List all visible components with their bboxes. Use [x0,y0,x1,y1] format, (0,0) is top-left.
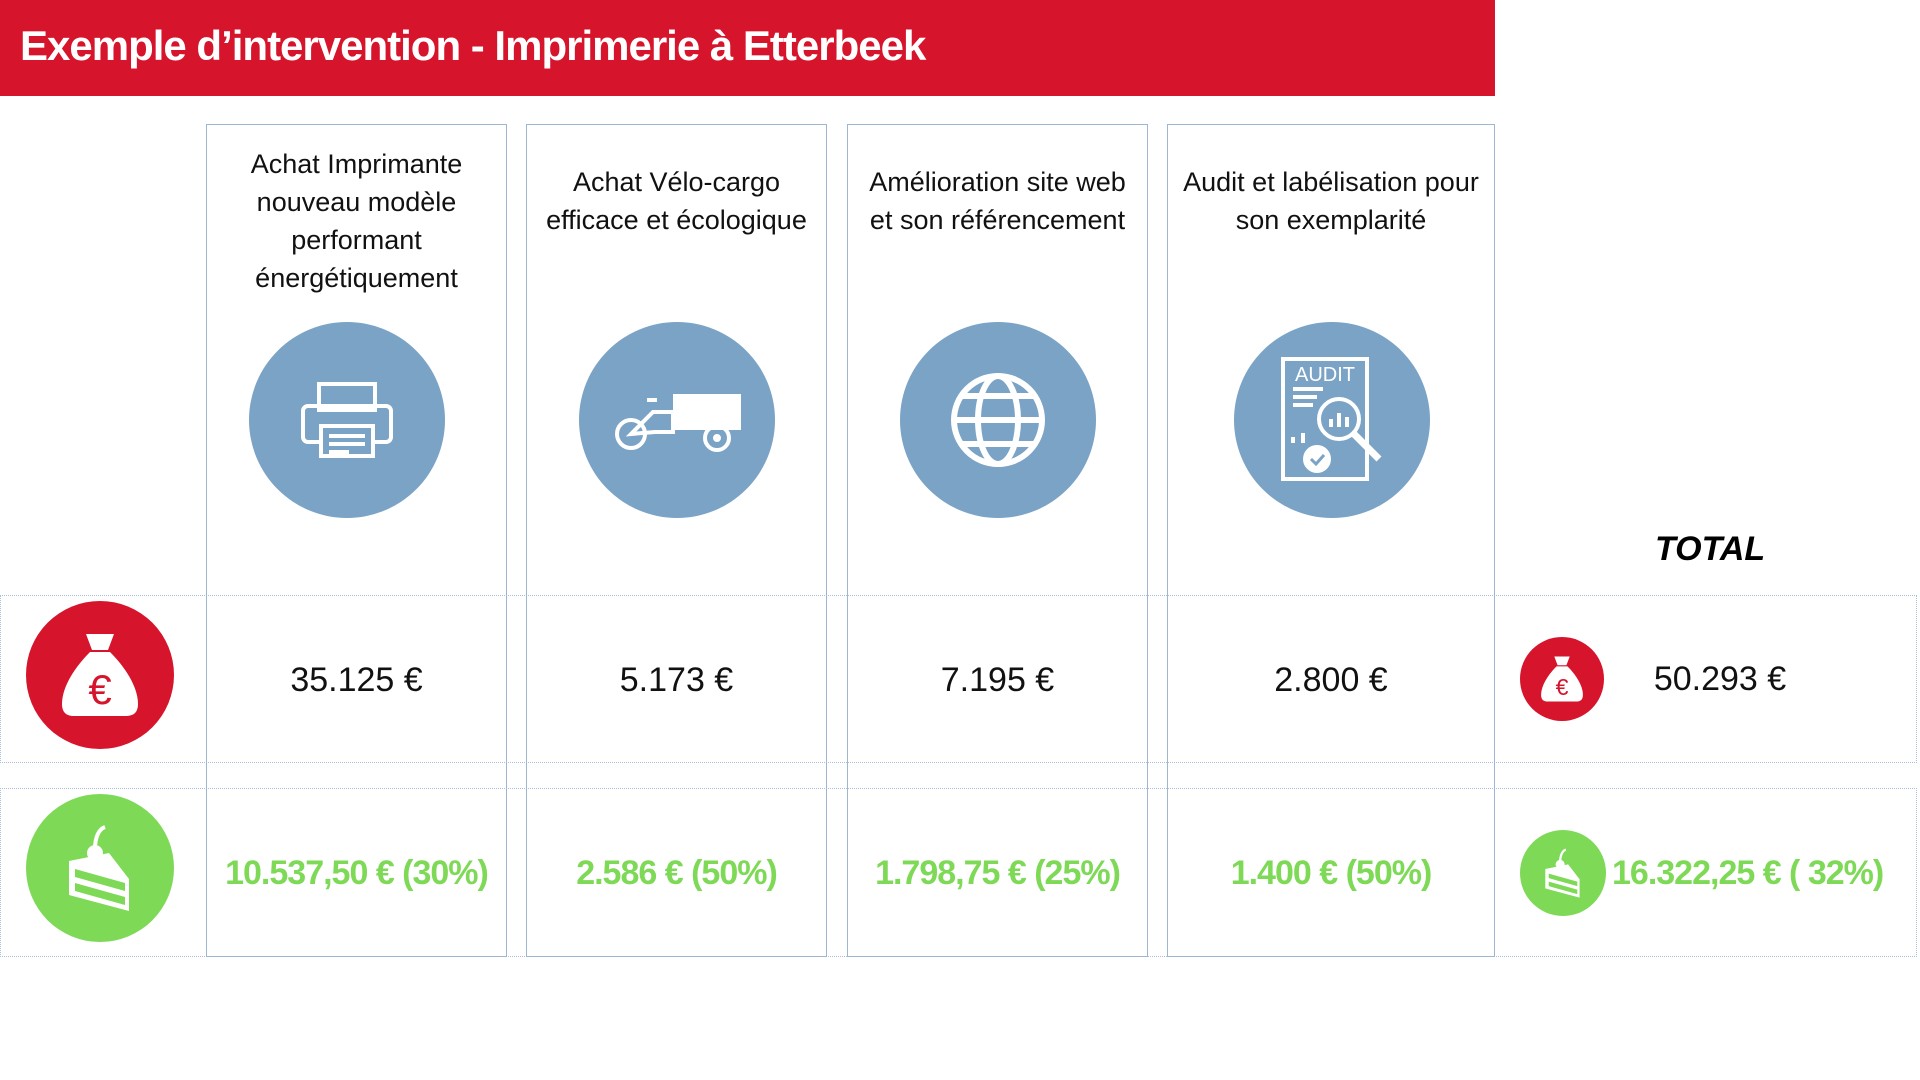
subsidy-value: 1.400 € (50%) [1230,854,1433,892]
cargo-bike-icon [579,322,775,518]
globe-icon [900,322,1096,518]
audit-label: AUDIT [1295,364,1355,386]
total-label: TOTAL [1655,530,1766,568]
cake-slice-icon [26,794,174,942]
column-cargo-bike: Achat Vélo-cargo efficace et écologique … [526,124,827,957]
column-title: Achat Imprimante nouveau modèle performa… [250,149,463,293]
svg-text:€: € [1556,674,1569,700]
cost-value: 7.195 € [940,660,1055,699]
column-printer: Achat Imprimante nouveau modèle performa… [206,124,507,957]
subsidy-value: 10.537,50 € (30%) [225,854,489,892]
column-title: Amélioration site web et son référenceme… [869,167,1126,235]
subsidy-value: 2.586 € (50%) [576,854,778,892]
cost-value: 2.800 € [1274,660,1388,699]
column-title: Audit et labélisation pour son exemplari… [1183,167,1479,235]
subsidy-value: 1.798,75 € (25%) [875,854,1121,892]
column-title: Achat Vélo-cargo efficace et écologique [546,167,807,235]
money-bag-icon: € [26,601,174,749]
cost-value: 35.125 € [290,660,423,699]
total-subsidy-value: 16.322,25 € ( 32%) [1612,853,1884,892]
svg-text:€: € [88,666,111,713]
audit-icon: AUDIT [1234,322,1430,518]
printer-icon [249,322,445,518]
title-banner: Exemple d’intervention - Imprimerie à Et… [0,0,1495,96]
cost-row [0,595,1917,763]
total-cost-value: 50.293 € [1653,659,1787,698]
cost-value: 5.173 € [619,660,734,699]
column-website: Amélioration site web et son référenceme… [847,124,1148,957]
cake-slice-icon [1520,830,1606,916]
money-bag-icon: € [1520,637,1604,721]
column-audit: Audit et labélisation pour son exemplari… [1167,124,1495,957]
page-title: Exemple d’intervention - Imprimerie à Et… [20,22,926,69]
